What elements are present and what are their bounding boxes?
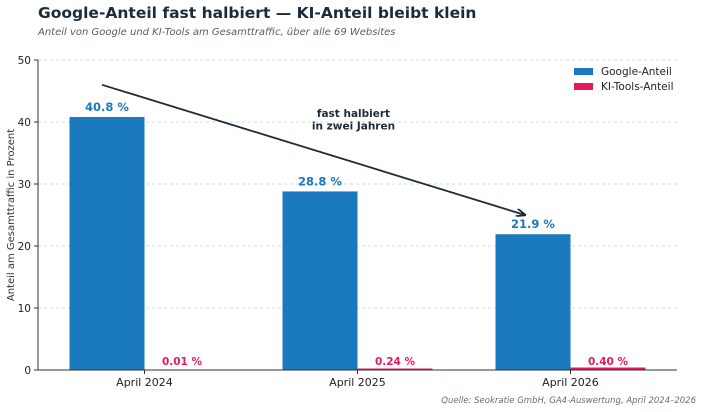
bar-ki-tools-anteil <box>570 367 646 370</box>
data-label-google: 28.8 % <box>298 174 342 188</box>
chart-subtitle: Anteil von Google und KI-Tools am Gesamt… <box>38 27 396 38</box>
annotation-line-1: fast halbiert <box>317 108 390 120</box>
bar-google-anteil <box>495 234 571 370</box>
x-tick-label: April 2025 <box>329 376 386 389</box>
data-label-google: 21.9 % <box>511 217 555 231</box>
legend-swatch <box>574 68 593 75</box>
data-label-ki: 0.24 % <box>375 356 416 368</box>
bar-google-anteil <box>69 117 145 370</box>
data-label-ki: 0.01 % <box>162 356 203 368</box>
y-tick-label: 50 <box>18 55 31 67</box>
data-label-ki: 0.40 % <box>588 356 629 368</box>
trend-arrow <box>101 83 525 215</box>
data-label-google: 40.8 % <box>85 100 129 114</box>
y-tick-label: 40 <box>18 117 31 129</box>
x-tick-label: April 2024 <box>116 376 173 389</box>
bar-ki-tools-anteil <box>357 368 433 370</box>
source-note: Quelle: Seokratie GmbH, GA4-Auswertung, … <box>441 396 696 406</box>
y-tick-label: 0 <box>24 365 31 377</box>
annotation-line-2: in zwei Jahren <box>312 120 395 132</box>
y-tick-label: 30 <box>18 179 31 191</box>
bar-google-anteil <box>282 191 358 370</box>
x-tick-label: April 2026 <box>542 376 599 389</box>
legend-label: KI-Tools-Anteil <box>601 81 673 93</box>
y-axis-label: Anteil am Gesamttraffic in Prozent <box>6 129 17 301</box>
chart-title: Google-Anteil fast halbiert — KI-Anteil … <box>38 4 477 22</box>
y-tick-label: 10 <box>18 303 31 315</box>
legend-label: Google-Anteil <box>601 66 672 78</box>
y-tick-label: 20 <box>18 241 31 253</box>
legend-swatch <box>574 83 593 90</box>
